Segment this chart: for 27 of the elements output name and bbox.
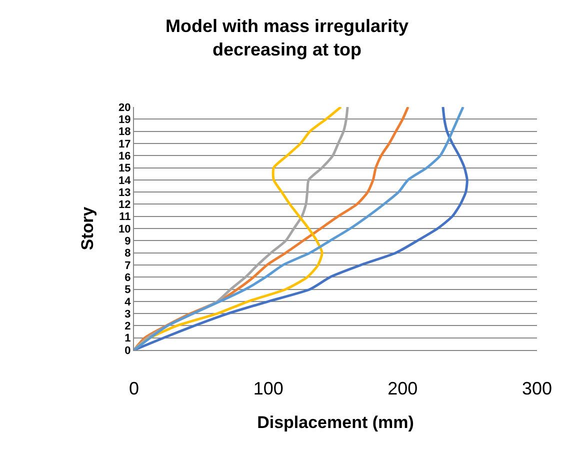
y-tick-label: 5 bbox=[124, 284, 131, 296]
y-tick-label: 12 bbox=[118, 199, 131, 212]
y-tick-label: 16 bbox=[118, 150, 131, 162]
y-tick-label: 1 bbox=[124, 332, 131, 345]
y-tick-label: 4 bbox=[124, 296, 132, 308]
y-tick-label: 3 bbox=[124, 308, 131, 320]
y-tick-label: 7 bbox=[124, 260, 131, 272]
y-tick-label: 9 bbox=[124, 236, 131, 248]
x-tick-label: 300 bbox=[522, 378, 552, 399]
x-tick-label: 200 bbox=[388, 378, 418, 399]
y-tick-label: 8 bbox=[124, 248, 131, 260]
x-axis-title: Displacement (mm) bbox=[257, 413, 414, 432]
x-tick-label: 100 bbox=[253, 378, 284, 399]
y-axis-title: Story bbox=[78, 206, 98, 250]
y-tick-label: 20 bbox=[118, 102, 131, 114]
y-tick-label: 2 bbox=[124, 320, 131, 333]
y-tick-label: 6 bbox=[124, 272, 131, 284]
y-tick-label: 11 bbox=[119, 211, 131, 224]
y-tick-label: 15 bbox=[118, 162, 131, 175]
y-tick-label: 0 bbox=[124, 344, 131, 357]
y-tick-label: 19 bbox=[118, 114, 131, 126]
y-tick-label: 13 bbox=[118, 186, 131, 199]
y-tick-label: 17 bbox=[118, 138, 131, 150]
y-tick-label: 14 bbox=[118, 174, 132, 187]
y-tick-label: 18 bbox=[118, 126, 131, 138]
chart-title: Model with mass irregularity decreasing at top bbox=[165, 16, 409, 60]
y-tick-label: 10 bbox=[118, 223, 131, 236]
